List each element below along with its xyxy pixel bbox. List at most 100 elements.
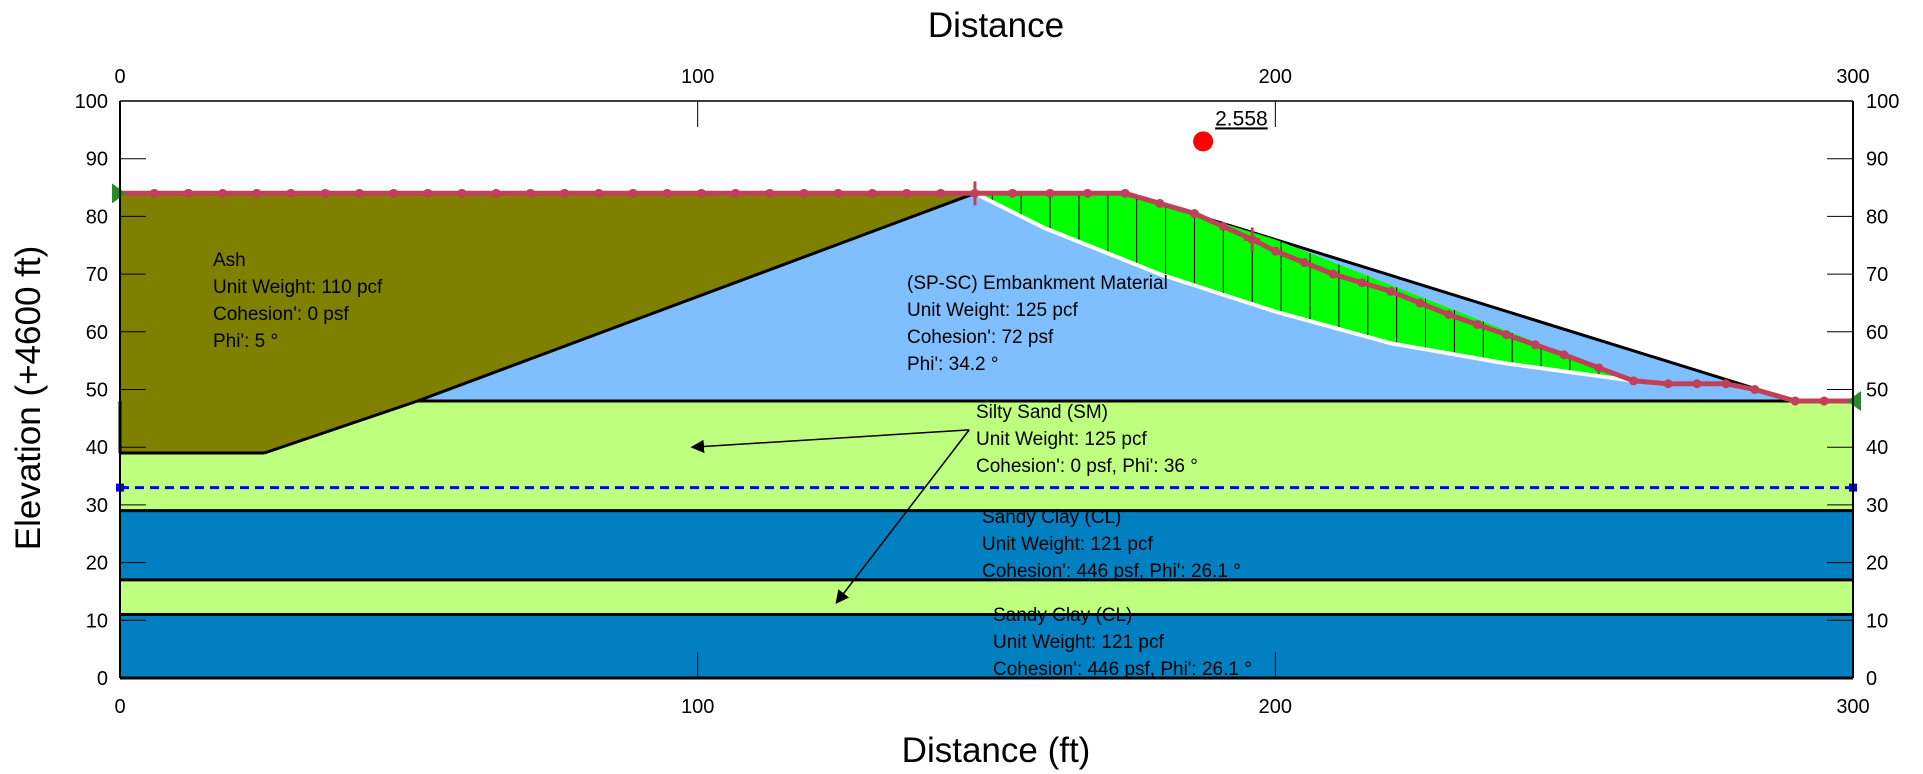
x-tick-label-bottom: 200 [1259, 696, 1292, 718]
profile-point [1473, 320, 1483, 330]
profile-point [1790, 396, 1800, 406]
material-label-embankment: (SP-SC) Embankment Material Unit Weight:… [907, 273, 1168, 375]
y-tick-label-left: 70 [86, 264, 108, 286]
profile-point [491, 188, 501, 198]
profile-point [799, 188, 809, 198]
y-tick-label-right: 20 [1866, 553, 1888, 575]
material-strength: Cohesion': 0 psf, Phi': 36 ° [976, 456, 1198, 477]
profile-point [1559, 350, 1569, 360]
profile-point [1444, 309, 1454, 319]
material-unit-weight: Unit Weight: 110 pcf [213, 277, 383, 298]
profile-point [1270, 246, 1280, 256]
profile-point [1692, 379, 1702, 389]
profile-point [628, 188, 638, 198]
profile-point [1083, 188, 1093, 198]
material-cohesion: Cohesion': 72 psf [907, 327, 1054, 348]
factor-of-safety-label: 2.558 [1215, 107, 1268, 130]
y-tick-label-left: 100 [75, 91, 108, 113]
material-phi: Phi': 34.2 ° [907, 354, 999, 375]
y-tick-label-left: 50 [86, 380, 108, 402]
profile-point [149, 188, 159, 198]
profile-point [662, 188, 672, 198]
profile-point [1819, 396, 1829, 406]
x-tick-label-top: 100 [681, 66, 714, 88]
y-tick-label-right: 80 [1866, 206, 1888, 228]
material-unit-weight: Unit Weight: 125 pcf [976, 429, 1147, 450]
material-label-ash: Ash Unit Weight: 110 pcf Cohesion': 0 ps… [213, 250, 383, 352]
y-tick-label-left: 40 [86, 437, 108, 459]
y-tick-label-right: 0 [1866, 668, 1877, 690]
search-profile [112, 181, 1861, 412]
profile-point [731, 188, 741, 198]
profile-point [867, 188, 877, 198]
material-cohesion: Cohesion': 0 psf [213, 304, 349, 325]
material-unit-weight: Unit Weight: 121 pcf [982, 534, 1153, 555]
y-tick-label-right: 10 [1866, 610, 1888, 632]
y-tick-label-right: 70 [1866, 264, 1888, 286]
x-tick-label-top: 300 [1836, 66, 1869, 88]
profile-point [1218, 221, 1228, 231]
profile-point [320, 188, 330, 198]
y-tick-label-left: 60 [86, 322, 108, 344]
material-label-sandy-clay-lower: Sandy Clay (CL) Unit Weight: 121 pcf Coh… [993, 605, 1252, 680]
profile-point [252, 188, 262, 198]
y-tick-label-left: 10 [86, 610, 108, 632]
silty-sand-layer [120, 401, 1853, 511]
sandy-clay-lower-layer [120, 614, 1853, 678]
profile-point [389, 188, 399, 198]
y-tick-label-right: 30 [1866, 495, 1888, 517]
profile-point [457, 188, 467, 198]
y-tick-label-left: 20 [86, 553, 108, 575]
bottom-axis-title: Distance (ft) [902, 731, 1091, 770]
profile-point [1721, 379, 1731, 389]
material-leaders [690, 429, 970, 605]
y-tick-label-right: 40 [1866, 437, 1888, 459]
ash-embankment-boundary [263, 191, 976, 455]
x-tick-label-bottom: 100 [681, 696, 714, 718]
profile-point [594, 188, 604, 198]
y-tick-label-right: 60 [1866, 322, 1888, 344]
material-name: Ash [213, 250, 246, 271]
x-tick-label-bottom: 0 [114, 696, 125, 718]
material-name: (SP-SC) Embankment Material [907, 273, 1168, 294]
silty-sand-lower-layer [120, 579, 1853, 615]
profile-point [423, 188, 433, 198]
profile-point [1328, 269, 1338, 279]
profile-point [286, 188, 296, 198]
profile-point [765, 188, 775, 198]
y-tick-label-left: 90 [86, 149, 108, 171]
profile-point [1120, 188, 1130, 198]
material-label-sandy-clay-upper: Sandy Clay (CL) Unit Weight: 121 pcf Coh… [982, 507, 1241, 582]
profile-point [902, 188, 912, 198]
left-axis-title: Elevation (+4600 ft) [9, 246, 48, 551]
profile-point [218, 188, 228, 198]
profile-point [1189, 209, 1199, 219]
critical-slip-surface [974, 191, 1680, 386]
y-tick-label-right: 50 [1866, 380, 1888, 402]
critical-slip-center-marker [1193, 131, 1214, 152]
profile-point [560, 188, 570, 198]
material-label-silty-sand: Silty Sand (SM) Unit Weight: 125 pcf Coh… [976, 402, 1198, 477]
material-unit-weight: Unit Weight: 125 pcf [907, 300, 1078, 321]
leader-arrow [835, 429, 970, 605]
profile-point [354, 188, 364, 198]
y-tick-label-right: 90 [1866, 149, 1888, 171]
sandy-clay-upper-layer [120, 510, 1853, 580]
profile-point [1299, 258, 1309, 268]
material-phi: Phi': 5 ° [213, 331, 278, 352]
x-tick-label-top: 200 [1259, 66, 1292, 88]
profile-point [1530, 340, 1540, 350]
material-unit-weight: Unit Weight: 121 pcf [993, 632, 1164, 653]
profile-point [1007, 188, 1017, 198]
material-name: Sandy Clay (CL) [993, 605, 1132, 626]
material-name: Silty Sand (SM) [976, 402, 1108, 423]
material-strength: Cohesion': 446 psf, Phi': 26.1 ° [993, 659, 1252, 680]
ash-region [120, 193, 975, 454]
profile-point [1045, 188, 1055, 198]
profile-point [1415, 298, 1425, 308]
profile-point [1155, 198, 1165, 208]
profile-point [1501, 330, 1511, 340]
top-axis-title: Distance [928, 6, 1064, 45]
